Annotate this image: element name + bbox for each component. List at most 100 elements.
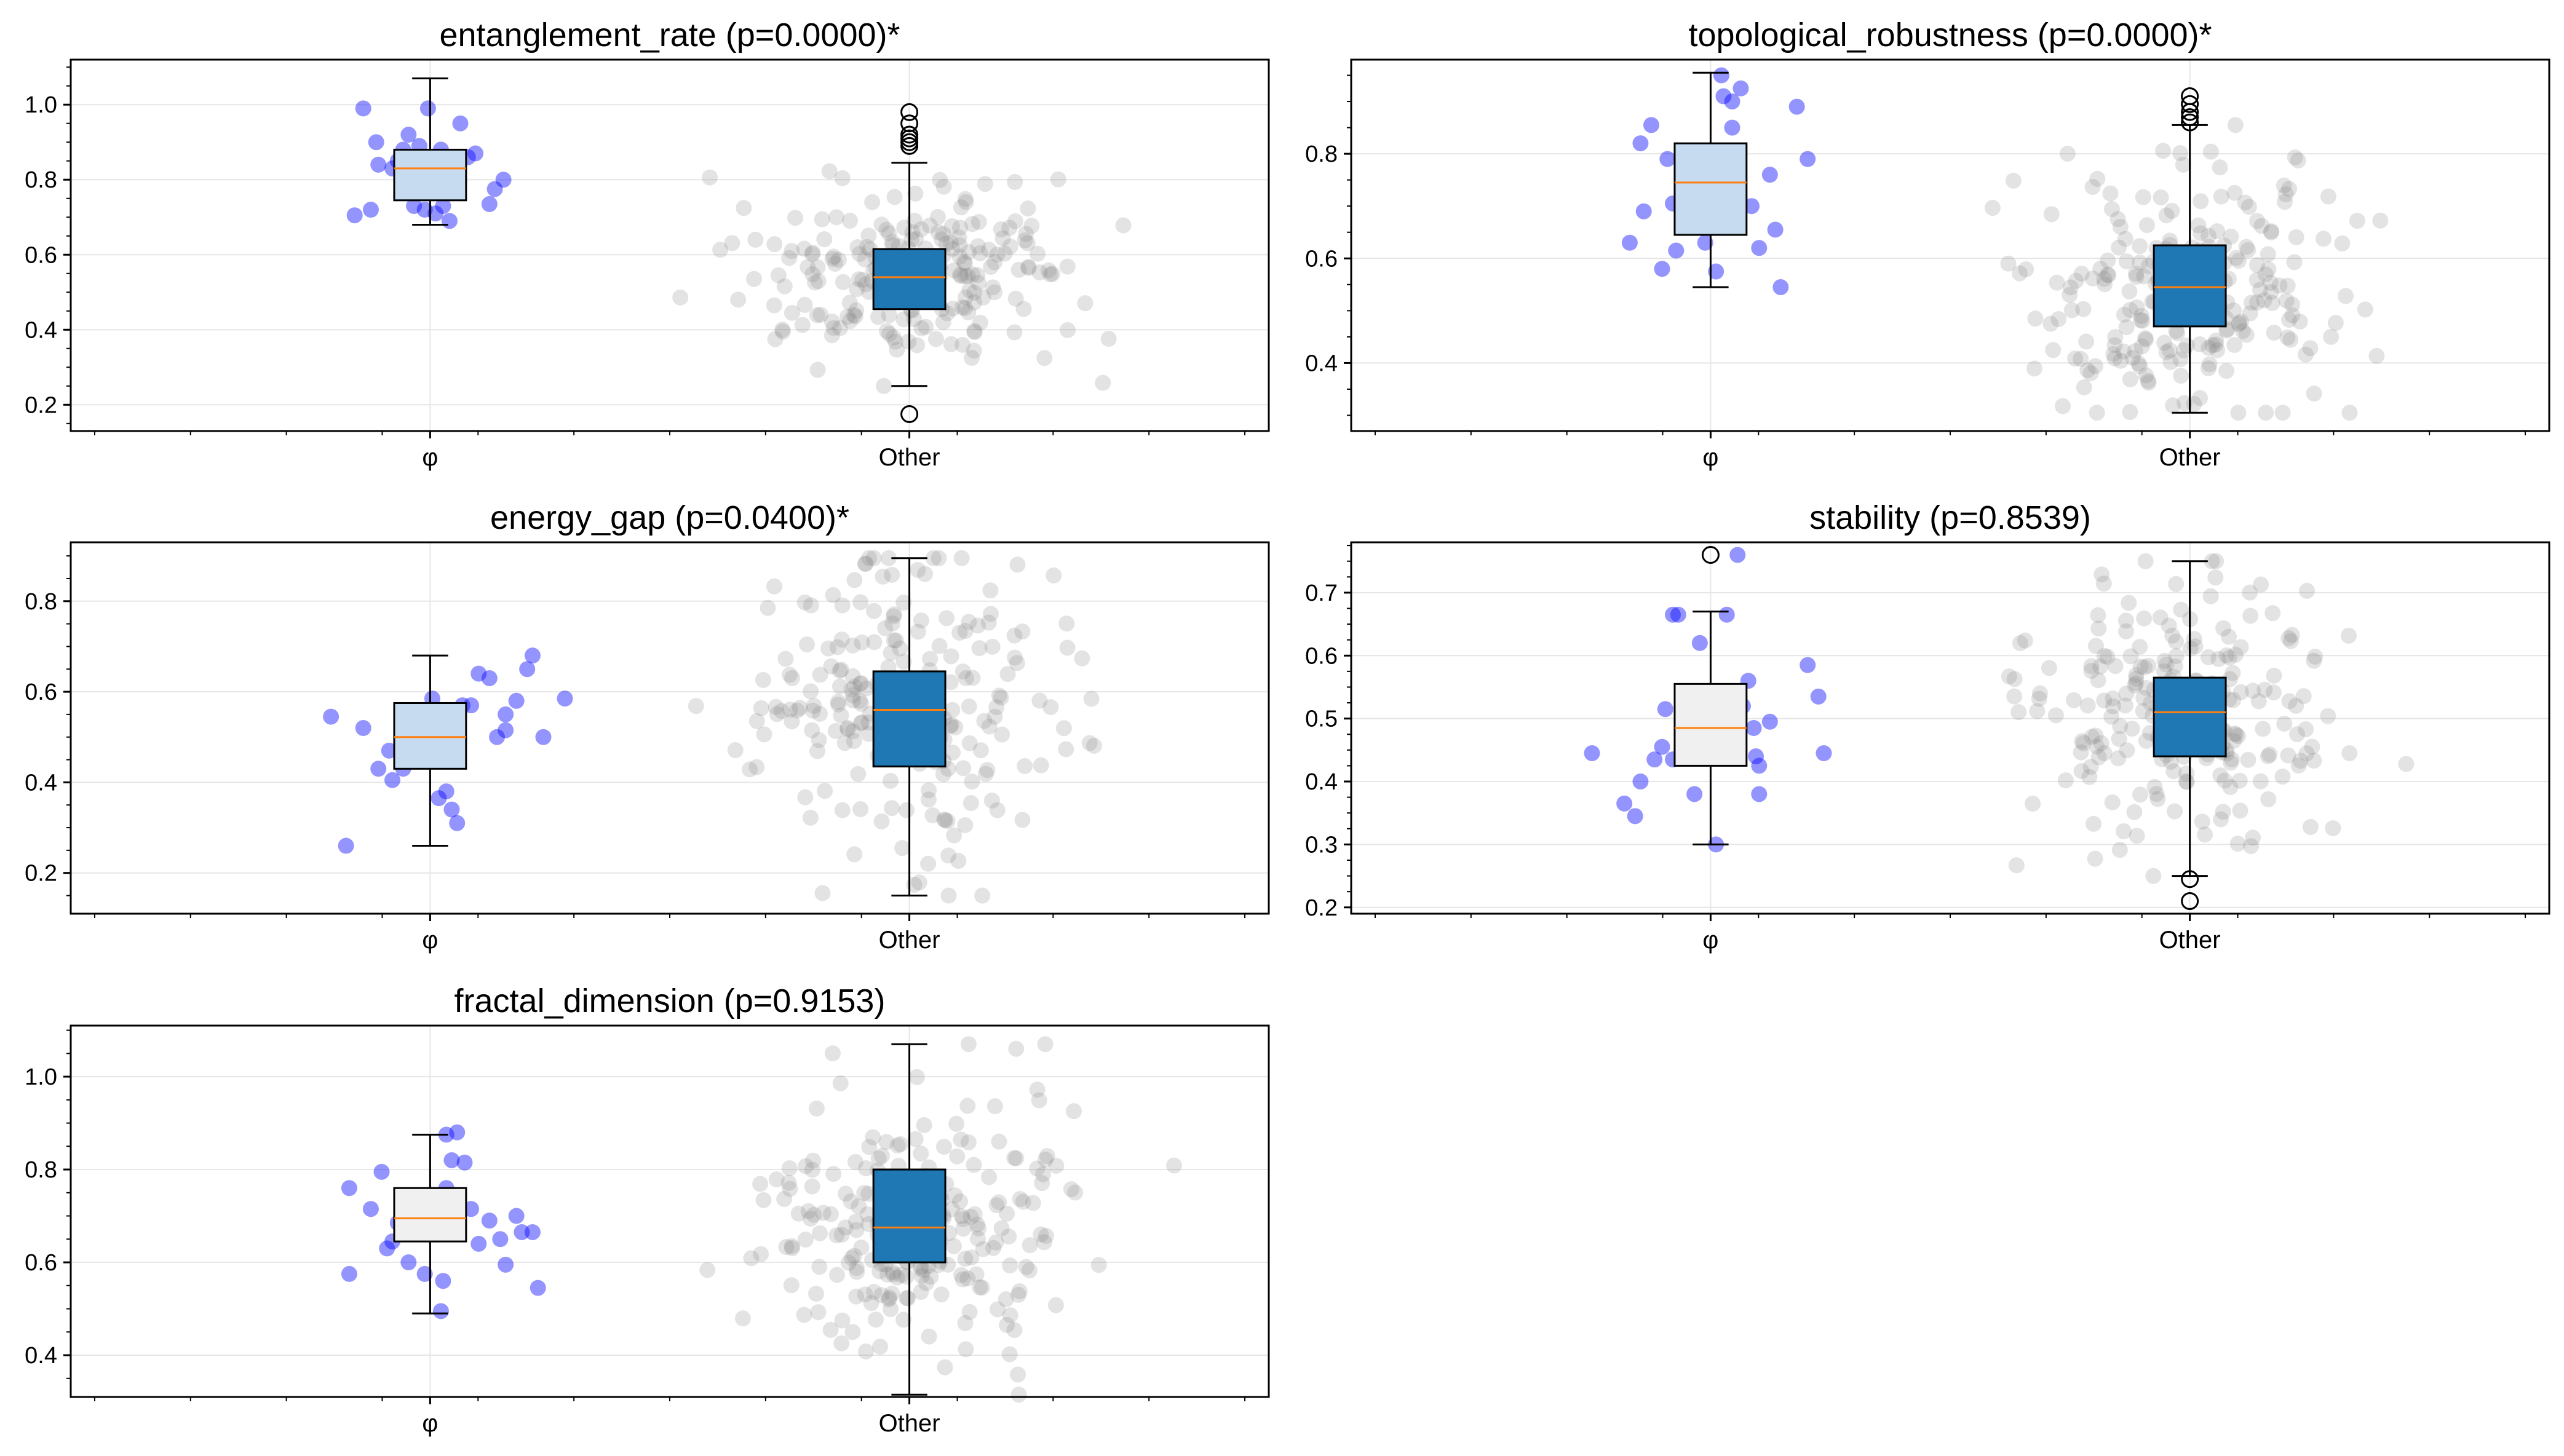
other-point [2281, 181, 2298, 197]
phi-point [341, 1265, 357, 1282]
other-point [2253, 576, 2269, 593]
other-point [2073, 350, 2089, 367]
other-point [816, 231, 833, 248]
other-point [789, 702, 806, 719]
other-point [1010, 1366, 1026, 1383]
other-point [2278, 292, 2295, 309]
other-point [825, 248, 842, 265]
other-point [980, 242, 997, 258]
other-point [2092, 260, 2109, 277]
phi-point [449, 815, 466, 831]
other-point [803, 683, 819, 700]
other-point [2122, 371, 2138, 387]
other-point [782, 702, 798, 718]
other-point [912, 1260, 929, 1276]
other-point [1014, 623, 1031, 640]
other-point [2209, 223, 2226, 240]
other-point [2341, 745, 2358, 762]
other-point [811, 1259, 828, 1275]
other-point [974, 1280, 990, 1296]
other-point [2167, 658, 2183, 675]
other-point [2274, 768, 2291, 785]
y-tick-label: 0.6 [1305, 643, 1338, 669]
phi-point [489, 729, 506, 745]
other-point [979, 762, 996, 778]
other-point [2334, 235, 2351, 251]
phi-point [362, 202, 379, 218]
other-point [2284, 627, 2300, 643]
other-point [963, 1249, 980, 1266]
other-point [2027, 311, 2044, 327]
other-point [846, 1248, 862, 1264]
other-point [2063, 302, 2080, 318]
other-point [776, 1190, 793, 1207]
other-point [736, 200, 752, 216]
other-point [672, 289, 689, 306]
other-point [970, 238, 986, 255]
other-point [986, 284, 1003, 301]
other-point [957, 1251, 974, 1267]
other-point [832, 1075, 849, 1091]
other-point [2223, 751, 2240, 767]
other-point [859, 239, 876, 255]
other-point [809, 259, 826, 275]
other-point [796, 1307, 812, 1323]
y-tick-label: 0.8 [25, 1157, 57, 1183]
other-point [2266, 667, 2282, 684]
other-point [870, 309, 887, 325]
other-point [812, 306, 829, 323]
other-point [2298, 745, 2315, 762]
other-point [2065, 692, 2082, 708]
other-point [824, 1045, 841, 1062]
phi-point [1748, 748, 1764, 765]
other-point [996, 245, 1013, 262]
other-point [2264, 295, 2280, 311]
other-point [953, 1131, 969, 1148]
other-point [918, 1275, 935, 1291]
other-point [844, 668, 861, 684]
other-point [2263, 284, 2279, 301]
other-point [1006, 1322, 1023, 1339]
other-point [2096, 692, 2113, 709]
other-point [884, 234, 900, 250]
other-point [810, 273, 827, 290]
y-tick-label: 0.5 [1305, 706, 1338, 732]
other-point [961, 282, 978, 299]
other-point [851, 271, 867, 288]
other-point [2113, 352, 2129, 369]
other-point [859, 1206, 876, 1222]
other-point [804, 1178, 820, 1195]
other-point [2124, 721, 2140, 737]
outlier-point [2181, 870, 2199, 888]
other-point [2250, 693, 2267, 710]
other-point [966, 323, 983, 339]
other-point [2079, 362, 2096, 379]
phi-point [1691, 635, 1708, 651]
other-point [767, 331, 784, 347]
other-point [884, 566, 900, 583]
other-point [756, 726, 772, 743]
x-tick-label: φ [422, 444, 438, 471]
other-point [951, 229, 967, 246]
outlier-point [2181, 108, 2199, 127]
other-point [2117, 697, 2133, 714]
other-point [951, 1193, 968, 1209]
other-point [910, 562, 926, 578]
other-point [804, 244, 821, 261]
other-point [907, 185, 924, 202]
other-point [832, 678, 848, 695]
other-box [872, 557, 947, 897]
other-point [877, 620, 894, 636]
other-point [1007, 173, 1023, 190]
other-point [1001, 1228, 1017, 1245]
other-point [2200, 360, 2217, 376]
other-point [809, 362, 826, 378]
other-point [2121, 595, 2137, 611]
other-point [730, 291, 747, 308]
phi-point [1627, 808, 1643, 825]
y-tick-label: 0.7 [1305, 580, 1338, 606]
other-point [2238, 239, 2255, 255]
phi-point [1724, 119, 1740, 136]
other-point [2240, 751, 2256, 768]
other-point [2231, 315, 2247, 331]
